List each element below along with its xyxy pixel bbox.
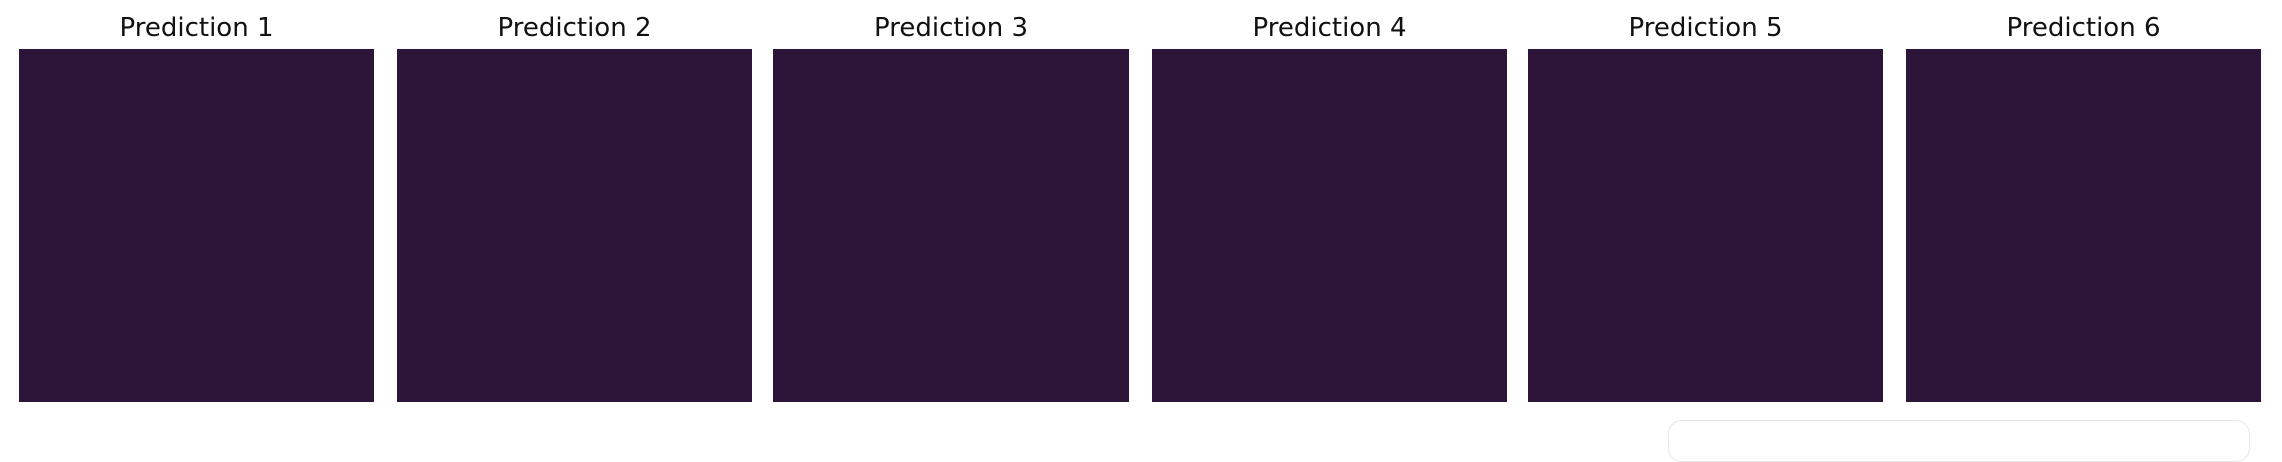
- prediction-title-3: Prediction 3: [874, 13, 1028, 43]
- prediction-image-4: [1152, 49, 1507, 402]
- prediction-image-3: [773, 49, 1129, 402]
- prediction-title-5: Prediction 5: [1628, 13, 1783, 43]
- prediction-title-6: Prediction 6: [2006, 13, 2161, 43]
- prediction-image-2: [397, 49, 752, 402]
- prediction-image-1: [19, 49, 374, 402]
- prediction-image-5: [1528, 49, 1883, 402]
- prediction-image-6: [1906, 49, 2261, 402]
- prediction-title-1: Prediction 1: [119, 13, 274, 43]
- prediction-title-2: Prediction 2: [497, 13, 652, 43]
- bottom-panel: [1668, 420, 2250, 462]
- prediction-title-4: Prediction 4: [1252, 13, 1407, 43]
